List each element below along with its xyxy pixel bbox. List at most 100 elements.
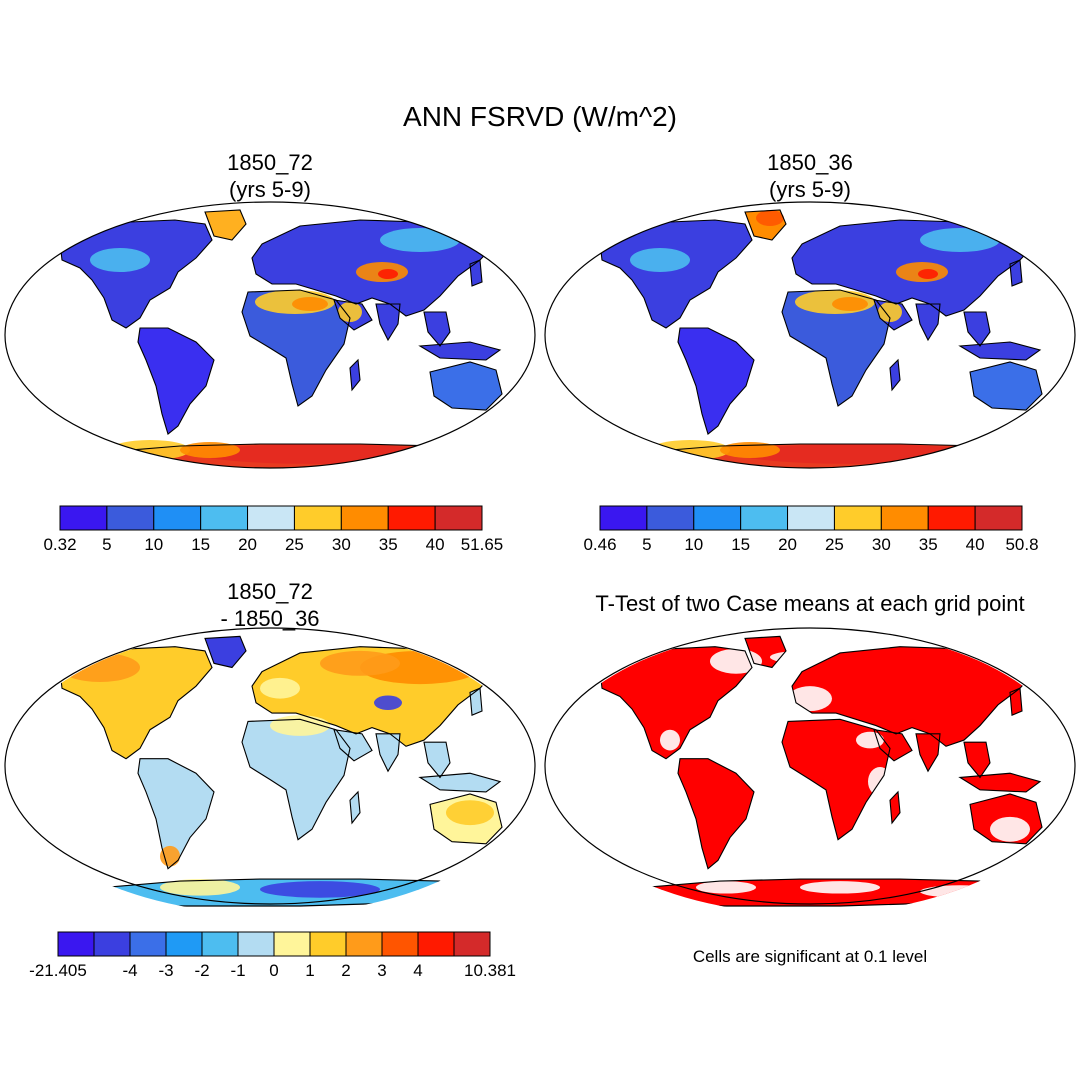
colorbar-swatch: [201, 931, 239, 957]
shade-region: [770, 650, 830, 664]
colorbar-tick-label: 15: [731, 535, 750, 554]
colorbar-swatch: [153, 505, 202, 531]
coastline: [873, 299, 913, 331]
colorbar-swatch: [974, 505, 1023, 531]
colorbar-swatch: [93, 931, 131, 957]
panel-title-line2: - 1850_36: [220, 606, 320, 631]
land-africa: [242, 719, 350, 840]
land-southAmerica: [678, 758, 754, 869]
colorbar-difference: -21.405 -4 -3 -2 -1 0 1 2 3 4 10.381: [29, 931, 516, 980]
colorbar-case1: 0.32 5 10 15 20 25 30 35 40 51.65: [43, 505, 503, 554]
land-india: [916, 304, 940, 340]
colorbar-swatch: [381, 931, 419, 957]
land-africa: [242, 290, 350, 406]
land-seAsia: [964, 312, 990, 346]
coastline: [958, 772, 1042, 793]
colorbar-swatch: [693, 505, 742, 531]
map-border: [4, 201, 536, 469]
shade-region: [918, 269, 938, 279]
coastline: [429, 361, 503, 411]
land-greenland: [205, 210, 246, 240]
coastline: [59, 646, 213, 760]
land-seAsia: [964, 742, 990, 778]
panel-title-difference: 1850_72 - 1850_36: [120, 581, 420, 635]
coastline: [429, 793, 503, 845]
colorbar-swatch: [880, 505, 929, 531]
shade-region: [878, 302, 902, 322]
colorbar-tick-label: 25: [825, 535, 844, 554]
coastline: [915, 303, 941, 342]
colorbar-swatch: [293, 505, 342, 531]
colorbar-tick-label: 0.32: [43, 535, 76, 554]
coastline: [418, 341, 502, 361]
colorbar-swatch: [273, 931, 311, 957]
land-africa: [782, 290, 890, 406]
coastline: [59, 219, 213, 329]
land-greenland: [205, 636, 246, 668]
coastline: [677, 327, 755, 435]
panel-title-case2: 1850_36 (yrs 5-9): [660, 152, 960, 206]
shade-region: [90, 248, 150, 272]
colorbar-tick-label: -21.405: [29, 961, 87, 980]
shade-region: [374, 695, 402, 710]
map-difference: [4, 627, 536, 907]
panel-title-line1: 1850_72: [227, 579, 313, 604]
colorbar-tick-label: 40: [966, 535, 985, 554]
coastline: [375, 303, 401, 342]
shade-region: [338, 302, 362, 322]
colorbar-swatch: [200, 505, 249, 531]
coastline: [375, 733, 401, 773]
coastline: [915, 733, 941, 773]
coastline: [137, 327, 215, 435]
shade-region: [832, 297, 868, 311]
coastline: [969, 361, 1043, 411]
coastline: [781, 289, 891, 407]
colorbar-tick-label: 15: [191, 535, 210, 554]
colorbar-swatch: [247, 505, 295, 531]
land-japan: [470, 260, 482, 286]
shade-region: [380, 228, 460, 252]
colorbar-swatch: [387, 505, 436, 531]
shade-region: [696, 881, 756, 894]
coastline: [423, 311, 451, 347]
map-border: [544, 201, 1076, 469]
shade-region: [920, 228, 1000, 252]
colorbar-tick-label: 30: [872, 535, 891, 554]
panel-title-line2: (yrs 5-9): [769, 177, 851, 202]
colorbar-swatch: [787, 505, 835, 531]
panel-title-case1: 1850_72 (yrs 5-9): [120, 152, 420, 206]
coastline: [349, 358, 361, 392]
shade-region: [800, 881, 880, 894]
coastline: [333, 729, 373, 762]
colorbar-tick-label: 4: [413, 961, 422, 980]
land-seAsia: [424, 742, 450, 778]
panel-title-line2: (yrs 5-9): [229, 177, 311, 202]
colorbar-swatch: [340, 505, 389, 531]
land-japan: [1010, 260, 1022, 286]
land-eurasia: [792, 646, 1035, 747]
colorbar-tick-label: 10: [684, 535, 703, 554]
shade-region: [630, 248, 690, 272]
land-southAmerica: [138, 758, 214, 869]
coastline: [204, 635, 247, 669]
coastline: [241, 289, 351, 407]
coastline: [1009, 259, 1023, 287]
shade-region: [378, 269, 398, 279]
land-arabia: [334, 729, 372, 761]
colorbar-tick-label: 35: [919, 535, 938, 554]
land-northAmerica: [600, 646, 752, 759]
panel-title-line1: 1850_72: [227, 150, 313, 175]
map-border: [4, 627, 536, 905]
colorbar-tick-label: 10: [144, 535, 163, 554]
colorbar-tick-label: 50.8: [1005, 535, 1038, 554]
land-japan: [1010, 688, 1022, 716]
map-border: [544, 627, 1076, 905]
colorbar-tick-label: 0: [269, 961, 278, 980]
colorbar-tick-label: 25: [285, 535, 304, 554]
colorbar-tick-label: 35: [379, 535, 398, 554]
coastline: [781, 718, 891, 841]
shade-region: [160, 845, 180, 867]
coastline: [418, 772, 502, 793]
coastline: [469, 259, 483, 287]
coastline: [677, 758, 755, 870]
